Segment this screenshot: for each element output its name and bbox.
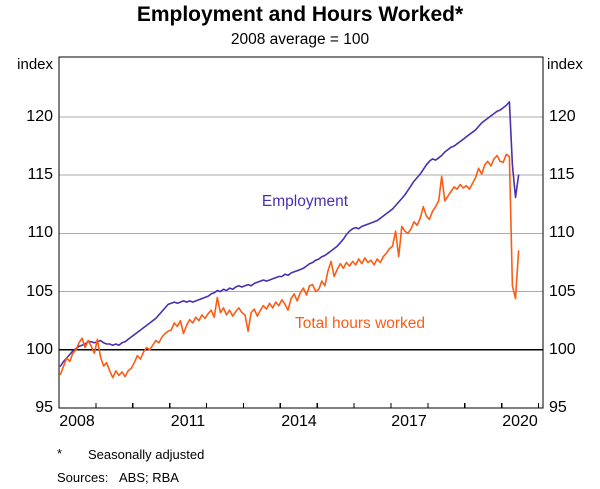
y-axis-label-right: 95: [549, 399, 567, 416]
y-axis-label-right: 120: [549, 108, 576, 125]
y-axis-label-left: 110: [27, 224, 53, 241]
chart-subtitle: 2008 average = 100: [230, 31, 370, 48]
sources-label: Sources:: [57, 470, 109, 485]
x-axis-label: 2011: [170, 413, 206, 430]
y-axis-label-left: 95: [35, 399, 53, 416]
chart-title: Employment and Hours Worked*: [136, 3, 464, 26]
x-axis-label: 2020: [502, 413, 538, 430]
y-axis-label-right: 115: [549, 166, 575, 183]
employment-series-label: Employment: [261, 193, 349, 210]
y-axis-label-left: 120: [26, 108, 53, 125]
plot-border: [58, 56, 544, 409]
x-axis-label: 2008: [59, 413, 95, 430]
y-axis-label-right: 110: [549, 224, 575, 241]
hours-series-label: Total hours worked: [294, 315, 426, 332]
total-hours-worked-line: [59, 153, 520, 379]
y-axis-label-left: 115: [27, 166, 53, 183]
x-axis-label: 2017: [391, 413, 427, 430]
y-axis-label-left: 100: [26, 341, 53, 358]
y-axis-label-right: 105: [549, 283, 576, 300]
axis-unit-left: index: [17, 56, 53, 73]
employment-line: [59, 101, 520, 367]
x-axis-label: 2014: [281, 413, 317, 430]
footnote-marker: *: [57, 446, 63, 461]
sources-text: ABS; RBA: [119, 470, 179, 485]
y-axis-label-left: 105: [26, 283, 53, 300]
axis-unit-right: index: [547, 56, 583, 73]
footnote-text: Seasonally adjusted: [88, 447, 205, 462]
y-axis-label-right: 100: [549, 341, 576, 358]
